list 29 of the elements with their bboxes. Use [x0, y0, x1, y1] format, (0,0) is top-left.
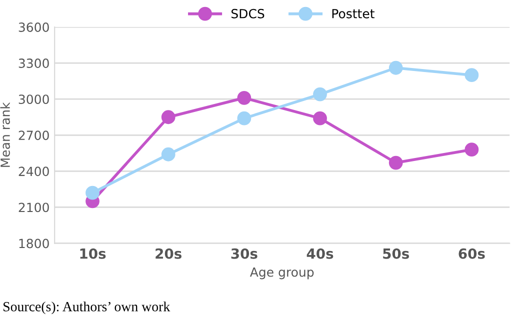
y-tick-label: 1800 — [19, 238, 49, 248]
legend-label: Posttet — [332, 9, 374, 18]
y-axis-title: Mean rank — [0, 102, 10, 167]
point — [86, 186, 100, 200]
x-tick-label: 60s — [458, 248, 485, 259]
point — [464, 142, 479, 157]
x-tick-label: 40s — [306, 248, 334, 259]
y-tick-label: 3300 — [18, 58, 49, 68]
point — [464, 68, 479, 82]
y-tick-label: 2700 — [18, 130, 49, 140]
point — [161, 147, 176, 162]
source-note: Source(s): Authors’ own work — [4, 302, 170, 314]
point — [313, 87, 327, 102]
point — [237, 90, 252, 105]
point — [161, 110, 176, 124]
point — [388, 156, 403, 170]
point — [388, 60, 403, 75]
y-tick-label: 2400 — [18, 166, 49, 176]
x-tick-label: 10s — [80, 248, 106, 259]
legend-label: SDCS — [231, 8, 264, 18]
x-tick-label: 30s — [231, 248, 258, 259]
x-tick-label: 20s — [156, 248, 182, 259]
x-axis-title: Age group — [250, 268, 314, 280]
point — [313, 111, 327, 126]
y-tick-label: 3000 — [18, 94, 49, 104]
y-tick-label: 3600 — [18, 22, 49, 32]
x-tick-label: 50s — [383, 248, 409, 259]
y-tick-label: 2100 — [18, 202, 49, 212]
point — [237, 111, 252, 126]
